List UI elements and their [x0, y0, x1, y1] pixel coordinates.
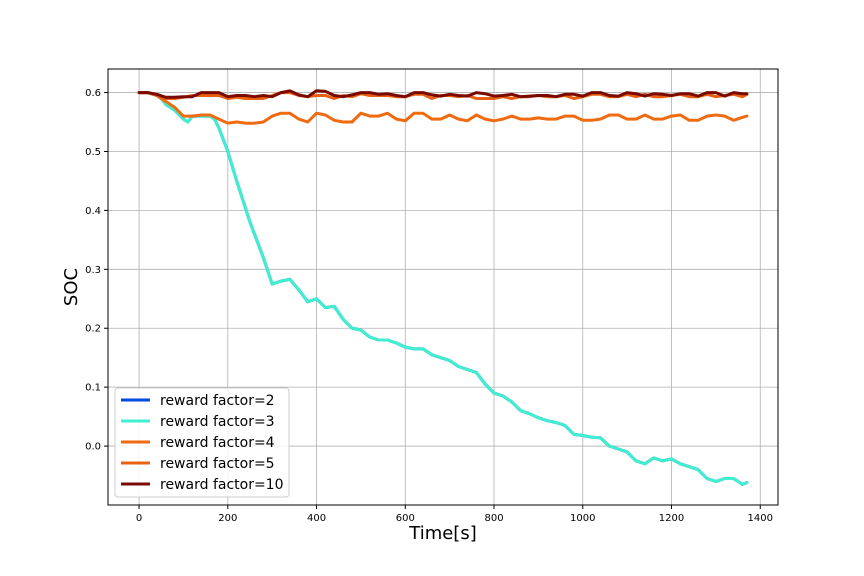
x-tick-label: 800	[484, 513, 503, 524]
y-tick-label: 0.1	[85, 383, 101, 394]
y-tick-label: 0.2	[85, 324, 101, 335]
y-tick-label: 0.4	[85, 206, 101, 217]
x-tick-label: 600	[396, 513, 415, 524]
series-lines	[137, 89, 749, 486]
x-tick-label: 1400	[748, 513, 773, 524]
x-tick-label: 0	[136, 513, 142, 524]
legend-label-1: reward factor=3	[160, 414, 275, 430]
legend-label-4: reward factor=10	[160, 477, 284, 493]
legend-label-0: reward factor=2	[160, 393, 275, 409]
axis-ticks: 0 200 400 600 800 1000 1200 1400 0.0 0.1 0.2 0.3 0.4…	[85, 88, 773, 524]
legend-label-2: reward factor=4	[160, 435, 275, 451]
x-tick-label: 400	[307, 513, 326, 524]
series-line-4	[137, 89, 749, 99]
x-tick-label: 1000	[570, 513, 595, 524]
y-tick-label: 0.5	[85, 147, 101, 158]
legend-label-3: reward factor=5	[160, 456, 275, 472]
y-tick-label: 0.3	[85, 265, 101, 276]
series-line-1	[137, 91, 749, 486]
y-tick-label: 0.6	[85, 88, 101, 99]
legend: reward factor=2 reward factor=3 reward fac…	[114, 387, 290, 498]
y-axis-label: SOC	[61, 268, 82, 306]
legend-box	[114, 387, 290, 498]
x-tick-label: 200	[218, 513, 237, 524]
series-line-2	[137, 91, 749, 125]
plot-frame	[107, 68, 779, 506]
x-axis-label: Time[s]	[408, 523, 476, 544]
x-tick-label: 1200	[659, 513, 684, 524]
y-tick-label: 0.0	[85, 442, 101, 453]
